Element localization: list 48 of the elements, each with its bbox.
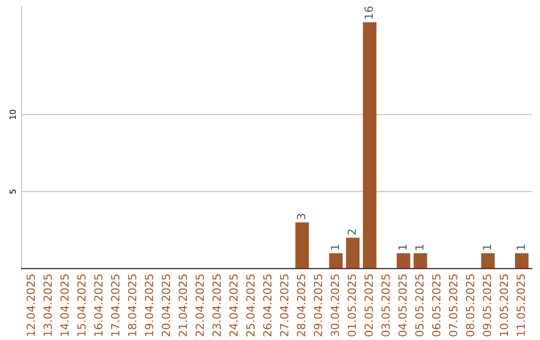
x-tick-label: 28.04.2025	[296, 274, 306, 336]
x-tick-label: 04.05.2025	[398, 274, 407, 336]
x-tick-label: 15.04.2025	[77, 274, 86, 336]
x-tick-label: 27.04.2025	[280, 274, 288, 336]
x-tick-label: 06.05.2025	[432, 274, 440, 336]
bar	[515, 253, 529, 269]
x-tick-label: 14.04.2025	[60, 274, 69, 336]
x-tick-label: 02.05.2025	[364, 274, 373, 336]
x-tick-label: 25.04.2025	[246, 274, 255, 336]
bar	[346, 238, 360, 269]
x-tick-label: 03.05.2025	[381, 274, 390, 336]
data-label: 1	[330, 244, 339, 250]
data-label: 16	[364, 6, 373, 19]
x-tick-label: 18.04.2025	[128, 274, 136, 336]
data-label: 3	[296, 214, 306, 220]
x-tick-label: 01.05.2025	[348, 274, 356, 336]
x-tick-label: 23.04.2025	[212, 274, 221, 336]
x-tick-label: 11.05.2025	[516, 274, 525, 336]
y-tick-label: 10	[10, 110, 16, 119]
data-label: 1	[516, 244, 525, 250]
bar	[329, 253, 343, 269]
bar	[295, 222, 309, 269]
x-tick-label: 19.04.2025	[144, 274, 154, 336]
x-tick-label: 08.05.2025	[466, 274, 474, 336]
x-tick-label: 10.05.2025	[500, 274, 508, 336]
data-label: 1	[482, 244, 492, 250]
bar	[481, 253, 495, 269]
x-tick-label: 21.04.2025	[178, 274, 188, 336]
y-tick-label: 5	[10, 190, 16, 194]
x-tick-label: 30.04.2025	[330, 274, 340, 336]
x-tick-label: 09.05.2025	[482, 274, 492, 336]
bar	[396, 253, 410, 269]
x-tick-label: 22.04.2025	[196, 274, 204, 336]
x-tick-label: 12.04.2025	[26, 274, 35, 336]
x-tick-label: 17.04.2025	[111, 274, 120, 336]
bar	[414, 253, 428, 269]
data-label: 1	[398, 244, 407, 250]
x-tick-label: 24.04.2025	[229, 274, 238, 336]
x-tick-label: 13.04.2025	[43, 274, 52, 336]
data-label: 2	[348, 230, 356, 235]
x-tick-label: 29.04.2025	[314, 274, 322, 336]
bar	[362, 22, 376, 269]
x-tick-label: 26.04.2025	[263, 274, 272, 336]
x-tick-label: 16.04.2025	[94, 274, 103, 336]
x-tick-label: 20.04.2025	[162, 274, 170, 336]
data-label: 1	[415, 244, 424, 250]
x-tick-label: 07.05.2025	[448, 274, 458, 336]
x-tick-label: 05.05.2025	[415, 274, 424, 336]
